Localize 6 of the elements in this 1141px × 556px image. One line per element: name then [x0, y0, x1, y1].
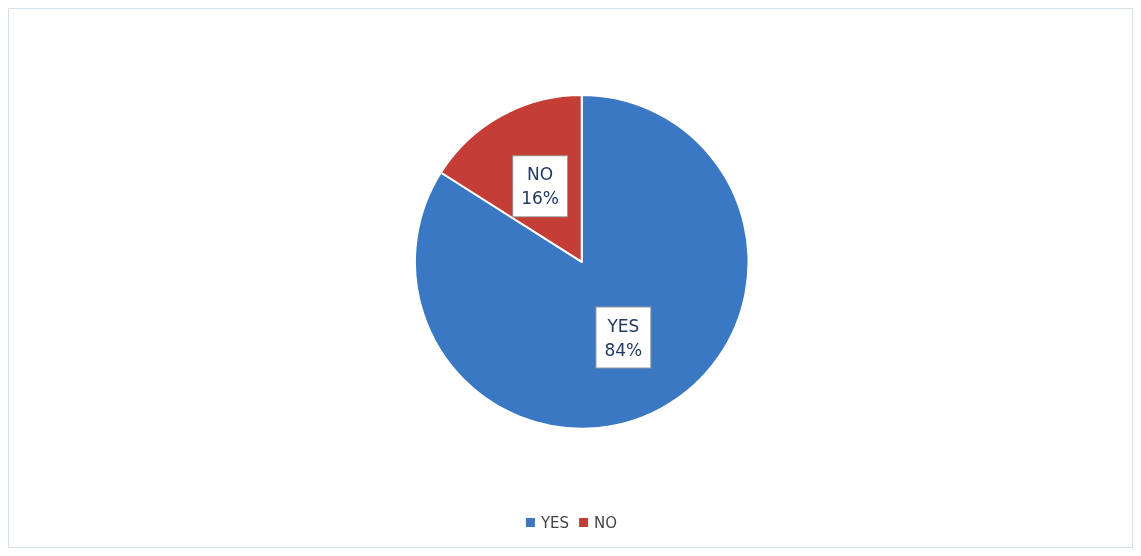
legend-label: NO: [594, 513, 618, 532]
slice-label: YES: [606, 315, 640, 336]
slice-label: NO: [527, 164, 554, 185]
data-label: 84%: [604, 339, 643, 360]
legend-label: YES: [539, 513, 570, 532]
data-label: 16%: [521, 188, 560, 209]
